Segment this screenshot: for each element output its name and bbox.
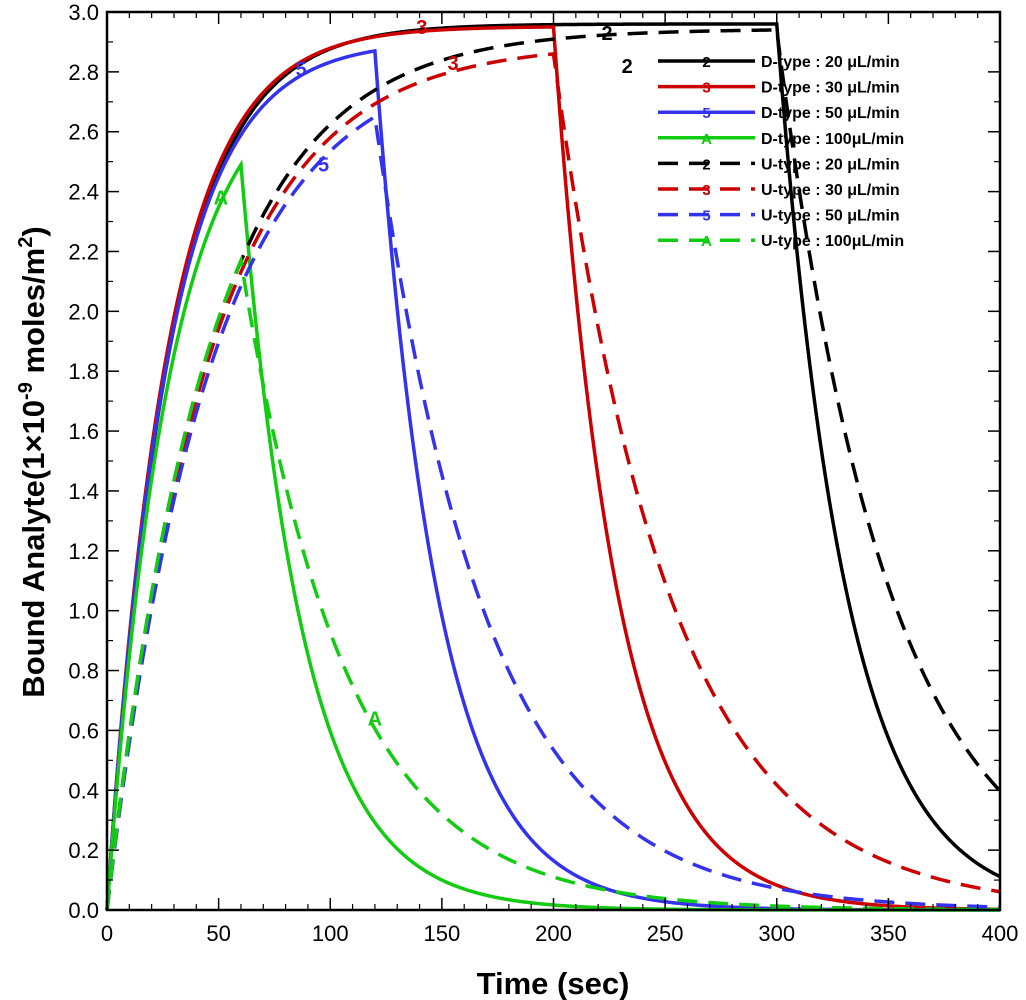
ticks-layer: 0 50 100 150 200 250 300 350 400 0.0 0.2 0.4 0.6 0.8 1… — [68, 0, 1018, 946]
series-line-8 — [105, 254, 1000, 912]
curve-label: A — [368, 708, 382, 730]
curve-label: 3 — [447, 53, 458, 75]
series-line-5 — [105, 28, 1002, 911]
x-tick-label: 50 — [206, 921, 230, 946]
series-line-6 — [105, 52, 1001, 911]
y-tick-label: 1.0 — [68, 599, 99, 624]
y-axis-title-mid: moles/m — [16, 248, 51, 382]
y-tick-label: 0.0 — [68, 898, 99, 923]
y-tick-label: 1.6 — [68, 419, 99, 444]
x-tick-label: 400 — [982, 921, 1019, 946]
curve-labels-layer: 22 33 5 5 A A — [214, 17, 633, 730]
y-axis-title-prefix: Bound Analyte(1×10 — [16, 400, 51, 698]
legend-symbol: 3 — [702, 182, 710, 199]
y-tick-label: 2.8 — [68, 60, 99, 85]
legend-label: D-type : 30 μL/min — [761, 80, 900, 97]
y-tick-label: 0.8 — [68, 659, 99, 684]
curve-label: 3 — [416, 17, 427, 39]
curve-label: 5 — [296, 59, 307, 81]
legend-symbol: 2 — [702, 54, 710, 71]
legend-symbol: 3 — [702, 80, 710, 97]
x-tick-label: 0 — [101, 921, 113, 946]
y-tick-label: 0.4 — [68, 778, 99, 803]
legend-label: D-type : 50 μL/min — [761, 105, 900, 122]
legend-label: D-type : 100μL/min — [761, 131, 904, 148]
legend-symbol: 2 — [702, 156, 710, 173]
legend-label: U-type : 100μL/min — [761, 233, 904, 250]
legend-symbol: A — [701, 131, 712, 148]
y-axis-title-exp1: -9 — [15, 382, 37, 400]
legend-symbol: 5 — [702, 105, 710, 122]
y-axis-title-exp2: 2 — [15, 237, 37, 248]
curve-label: A — [214, 188, 228, 210]
y-tick-label: 1.8 — [68, 359, 99, 384]
series-line-1 — [105, 22, 1001, 911]
legend-symbol: 5 — [702, 208, 710, 225]
x-tick-label: 250 — [647, 921, 684, 946]
x-tick-label: 100 — [312, 921, 349, 946]
legend-label: U-type : 30 μL/min — [761, 182, 900, 199]
curve-label: 2 — [602, 23, 613, 45]
x-tick-label: 150 — [424, 921, 461, 946]
x-tick-label: 300 — [758, 921, 795, 946]
y-tick-label: 2.4 — [68, 180, 99, 205]
x-tick-label: 350 — [870, 921, 907, 946]
y-tick-label: 2.0 — [68, 299, 99, 324]
legend-symbol: A — [701, 233, 712, 250]
y-tick-label: 2.2 — [68, 239, 99, 264]
legend-label: U-type : 20 μL/min — [761, 156, 900, 173]
y-axis-title-suffix: ) — [16, 226, 51, 236]
y-axis-title: Bound Analyte(1×10-9 moles/m2) — [15, 226, 51, 697]
series-line-2 — [105, 25, 1001, 912]
plot-frame — [105, 10, 1002, 912]
legend-label: D-type : 20 μL/min — [761, 54, 900, 71]
legend: 2 D-type : 20 μL/min 3 D-type : 30 μL/min 5 D… — [658, 54, 904, 250]
series-line-7 — [105, 113, 1001, 911]
y-tick-label: 0.6 — [68, 718, 99, 743]
curves-layer — [105, 22, 1002, 912]
y-tick-label: 0.2 — [68, 838, 99, 863]
curve-label: 5 — [318, 155, 329, 177]
y-tick-label: 1.2 — [68, 539, 99, 564]
y-tick-label: 2.6 — [68, 120, 99, 145]
curve-label: 2 — [622, 56, 633, 78]
series-line-4 — [105, 159, 1000, 912]
x-tick-label: 200 — [535, 921, 572, 946]
y-tick-label: 1.4 — [68, 479, 99, 504]
legend-label: U-type : 50 μL/min — [761, 208, 900, 225]
y-tick-label: 3.0 — [68, 0, 99, 25]
x-axis-title: Time (sec) — [477, 966, 630, 1000]
